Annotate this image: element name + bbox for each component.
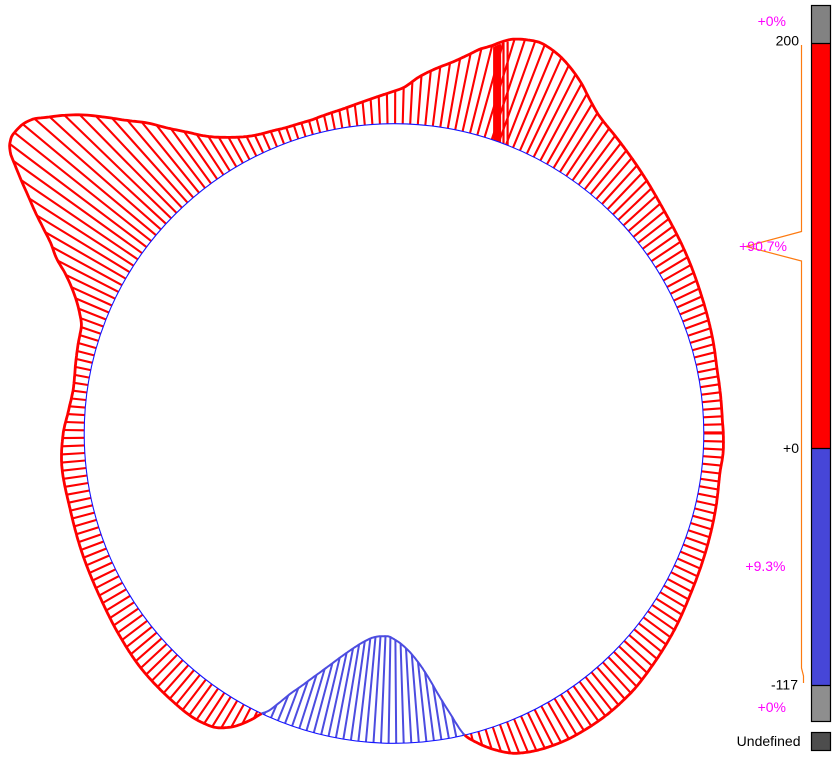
svg-text:+9.3%: +9.3%: [745, 558, 785, 574]
svg-text:+0%: +0%: [758, 13, 786, 29]
svg-text:Undefined: Undefined: [737, 733, 801, 749]
svg-text:-117: -117: [771, 677, 798, 693]
svg-text:+90.7%: +90.7%: [739, 238, 787, 254]
svg-text:+0: +0: [783, 440, 799, 456]
svg-text:200: 200: [776, 33, 800, 49]
svg-text:+0%: +0%: [758, 699, 786, 715]
